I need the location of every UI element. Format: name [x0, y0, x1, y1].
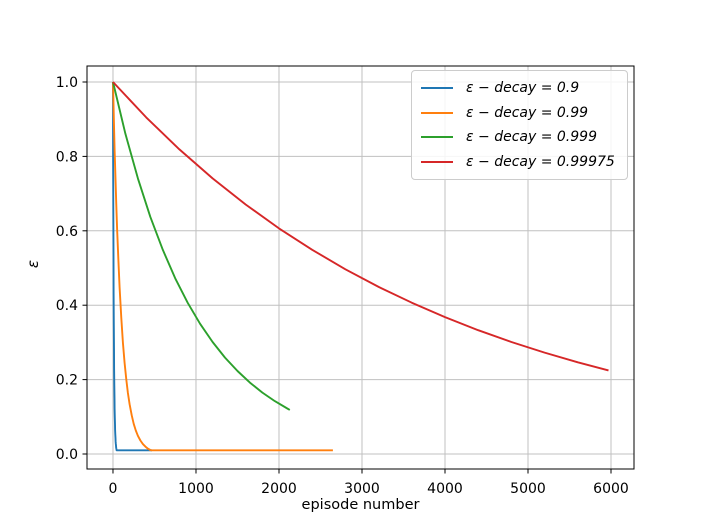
y-tick-label: 1.0	[56, 75, 78, 91]
legend-entry: ε − decay = 0.99975	[421, 150, 618, 175]
x-tick-label: 4000	[427, 481, 463, 497]
legend-label: ε − decay = 0.999	[466, 129, 597, 146]
x-tick-label: 1000	[178, 481, 214, 497]
x-axis-label: episode number	[301, 497, 420, 513]
y-tick-label: 0.0	[56, 447, 78, 463]
legend-line-sample-red	[421, 160, 453, 163]
legend-line-sample-orange	[421, 111, 453, 114]
series-line-decay-0.99	[112, 81, 333, 452]
y-tick-label: 0.4	[56, 298, 78, 314]
legend-entry: ε − decay = 0.9	[421, 76, 618, 101]
x-tick-label: 2000	[261, 481, 297, 497]
legend-label: ε − decay = 0.99975	[466, 153, 615, 170]
legend-line-sample-blue	[421, 87, 453, 90]
x-tick-label: 0	[109, 481, 118, 497]
y-axis-label: ε	[24, 259, 42, 269]
y-tick-label: 0.2	[56, 373, 78, 389]
series-line-decay-0.999	[112, 81, 291, 411]
legend: ε − decay = 0.9 ε − decay = 0.99 ε − dec…	[411, 70, 628, 180]
y-tick-label: 0.6	[56, 224, 78, 240]
axes-spines	[86, 65, 635, 470]
legend-line-sample-green	[421, 136, 453, 139]
x-tick-label: 3000	[344, 481, 380, 497]
legend-entry: ε − decay = 0.99	[421, 101, 618, 126]
legend-entry: ε − decay = 0.999	[421, 125, 618, 150]
y-tick-label: 0.8	[56, 149, 78, 165]
series-line-decay-0.9	[112, 81, 152, 452]
x-tick-label: 6000	[593, 481, 629, 497]
series-line-decay-0.99975	[112, 81, 609, 372]
legend-label: ε − decay = 0.99	[466, 104, 589, 121]
legend-label: ε − decay = 0.9	[466, 80, 580, 97]
x-tick-label: 5000	[510, 481, 546, 497]
